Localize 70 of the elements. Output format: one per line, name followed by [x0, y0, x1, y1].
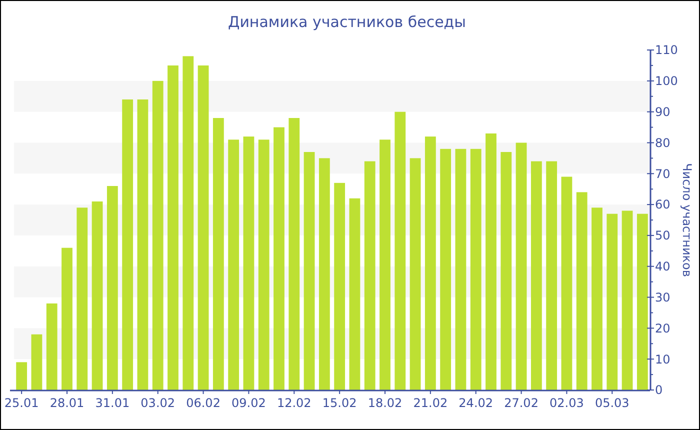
- x-tick-label: 31.01: [95, 396, 130, 410]
- bar: [16, 362, 28, 390]
- bar: [530, 161, 542, 390]
- bar: [288, 118, 300, 390]
- y-tick-label: 40: [655, 260, 670, 274]
- bar: [561, 176, 572, 390]
- bar: [394, 112, 406, 390]
- bar: [318, 158, 330, 390]
- bar: [486, 133, 496, 390]
- y-tick-label: 60: [655, 198, 670, 212]
- bar: [243, 136, 254, 390]
- y-tick-label: 50: [655, 228, 670, 243]
- bar: [228, 140, 240, 390]
- bar: [636, 214, 648, 390]
- y-tick-label: 100: [655, 74, 678, 88]
- bar: [455, 148, 466, 390]
- y-tick-label: 80: [655, 136, 670, 150]
- bar: [334, 182, 346, 390]
- y-tick-label: 70: [655, 166, 670, 181]
- x-tick-label: 06.02: [186, 396, 220, 410]
- bar: [152, 80, 164, 390]
- bar: [274, 127, 284, 390]
- bar: [258, 140, 270, 390]
- x-tick-label: 02.03: [550, 396, 584, 410]
- bar: [440, 148, 452, 390]
- bar: [500, 152, 512, 390]
- y-tick-label: 110: [655, 43, 678, 58]
- bar: [470, 148, 482, 390]
- bar: [304, 152, 315, 390]
- bar: [182, 56, 194, 390]
- bar: [410, 158, 421, 390]
- bar: [546, 161, 558, 390]
- x-tick-label: 21.02: [413, 396, 448, 410]
- bar: [592, 208, 602, 390]
- bar: [122, 99, 134, 390]
- bar: [31, 334, 42, 390]
- bar: [137, 99, 148, 390]
- bar: [106, 186, 118, 390]
- x-tick-label: 09.02: [232, 396, 266, 410]
- x-tick-label: 18.02: [368, 396, 402, 410]
- bar: [212, 118, 224, 390]
- bar: [168, 65, 178, 390]
- chart-title: Динамика участников беседы: [228, 13, 466, 31]
- bar: [364, 161, 376, 390]
- bar: [76, 208, 88, 390]
- y-tick-label: 0: [655, 383, 663, 398]
- bar: [380, 140, 390, 390]
- y-axis-title: Число участников: [680, 163, 694, 277]
- y-tick-label: 20: [655, 321, 670, 336]
- x-tick-label: 24.02: [458, 396, 494, 410]
- x-tick-label: 05.03: [594, 396, 630, 410]
- bar: [516, 142, 527, 390]
- bar: [46, 303, 58, 390]
- bar: [576, 192, 588, 390]
- bar: [606, 214, 618, 390]
- bar: [92, 201, 103, 390]
- x-tick-label: 27.02: [504, 396, 538, 410]
- y-tick-label: 90: [655, 105, 670, 120]
- bar: [622, 210, 633, 390]
- x-tick-label: 03.02: [140, 396, 176, 410]
- x-tick-label: 12.02: [276, 396, 312, 410]
- x-tick-label: 15.02: [322, 396, 357, 410]
- x-tick-label: 25.01: [4, 396, 39, 410]
- bar: [198, 65, 209, 390]
- bar: [62, 248, 72, 390]
- bar: [424, 136, 436, 390]
- y-tick-label: 10: [655, 352, 670, 366]
- x-tick-label: 28.01: [50, 396, 84, 410]
- y-tick-label: 30: [655, 290, 670, 304]
- bar: [349, 198, 360, 390]
